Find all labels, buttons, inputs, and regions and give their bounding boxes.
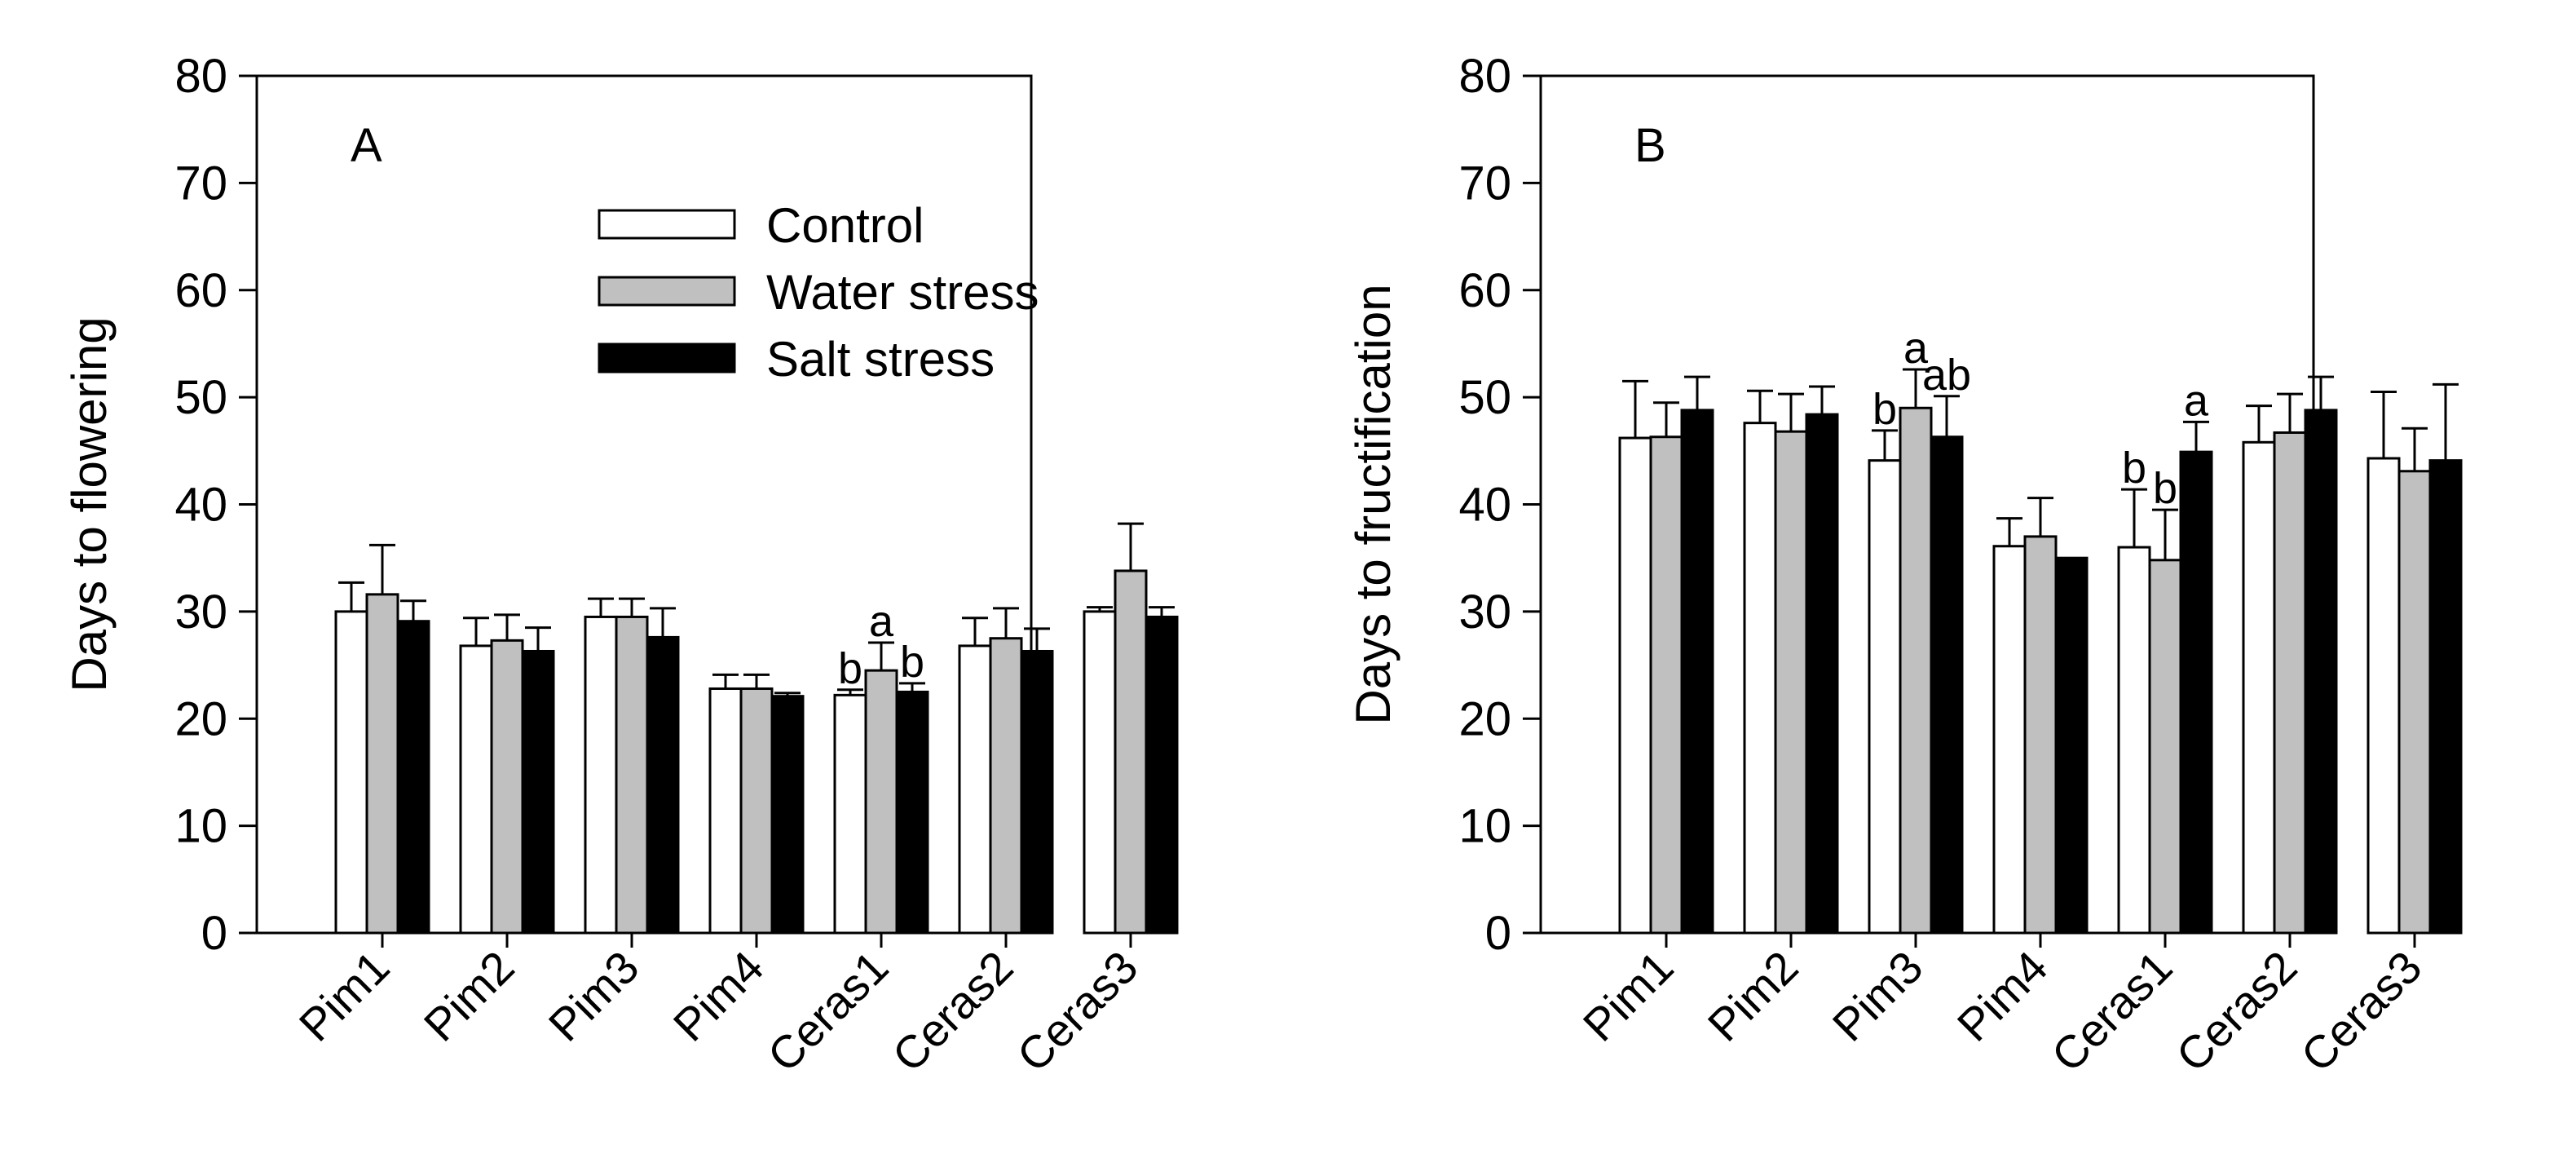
x-tick-label: Ceras1 — [2041, 941, 2181, 1081]
bar — [2179, 450, 2213, 935]
legend-swatch — [598, 209, 736, 240]
significance-label: a — [869, 597, 894, 646]
significance-label: ab — [1922, 351, 1971, 400]
y-tick-label: 70 — [174, 157, 227, 210]
significance-label: a — [2184, 376, 2209, 425]
bar — [1114, 569, 1148, 935]
y-tick-label: 20 — [1458, 692, 1511, 745]
bar — [490, 639, 524, 935]
x-tick-label: Pim3 — [539, 941, 649, 1051]
bar — [2304, 409, 2338, 935]
x-tick-label: Ceras3 — [1007, 941, 1147, 1081]
x-tick-label: Pim1 — [1573, 941, 1683, 1051]
x-tick-label: Ceras2 — [2166, 941, 2306, 1081]
bar — [2273, 431, 2307, 935]
bar — [770, 695, 805, 935]
bar — [1743, 422, 1777, 935]
legend-swatch — [598, 343, 736, 374]
bar — [396, 620, 430, 935]
legend-label: Control — [766, 198, 924, 253]
bar — [2148, 559, 2182, 935]
bar — [1020, 649, 1054, 935]
bar — [708, 687, 743, 935]
panel-label: A — [351, 119, 382, 172]
significance-label: b — [2122, 444, 2146, 493]
bar — [584, 615, 618, 935]
y-tick-label: 10 — [174, 800, 227, 853]
bar — [1774, 430, 1808, 935]
y-tick-label: 70 — [1458, 157, 1511, 210]
x-tick-label: Pim3 — [1823, 941, 1933, 1051]
bar — [1083, 610, 1117, 935]
bar — [1899, 406, 1933, 935]
bar — [2242, 440, 2276, 935]
bar — [989, 637, 1023, 935]
bar — [2397, 470, 2432, 935]
y-tick-label: 40 — [174, 479, 227, 532]
y-tick-label: 50 — [174, 371, 227, 424]
x-tick-label: Ceras3 — [2291, 941, 2431, 1081]
y-tick-label: 50 — [1458, 371, 1511, 424]
y-tick-label: 30 — [1458, 586, 1511, 639]
significance-label: b — [900, 638, 924, 687]
x-tick-label: Ceras1 — [757, 941, 898, 1081]
y-tick-label: 10 — [1458, 800, 1511, 853]
bar — [2428, 459, 2463, 935]
x-tick-label: Ceras2 — [882, 941, 1022, 1081]
bar — [1992, 545, 2027, 935]
significance-label: b — [1872, 385, 1897, 434]
bar — [1805, 413, 1839, 935]
y-tick-label: 0 — [1485, 907, 1511, 960]
bar — [739, 687, 774, 935]
bar — [1680, 409, 1714, 935]
x-tick-label: Pim4 — [1947, 941, 2058, 1051]
y-tick-label: 30 — [174, 586, 227, 639]
panel-label: B — [1634, 119, 1666, 172]
bar — [2023, 535, 2058, 935]
bar — [646, 635, 680, 935]
y-tick-label: 60 — [174, 264, 227, 317]
bar — [365, 593, 399, 935]
bar — [958, 644, 992, 935]
y-tick-label: 80 — [174, 50, 227, 103]
bar — [615, 615, 649, 935]
bar — [2117, 546, 2151, 935]
bar — [1145, 615, 1179, 935]
y-tick-label: 0 — [201, 907, 227, 960]
y-tick-label: 80 — [1458, 50, 1511, 103]
x-tick-label: Pim1 — [289, 941, 399, 1051]
significance-label: a — [1903, 324, 1929, 373]
x-tick-label: Pim4 — [664, 941, 774, 1051]
legend-swatch — [598, 276, 736, 307]
y-tick-label: 40 — [1458, 479, 1511, 532]
significance-label: b — [2153, 464, 2177, 513]
bar — [1868, 459, 1902, 935]
y-axis-title: Days to fructification — [1346, 284, 1400, 724]
y-tick-label: 20 — [174, 692, 227, 745]
legend-label: Water stress — [766, 265, 1039, 320]
x-tick-label: Pim2 — [1698, 941, 1808, 1051]
x-tick-label: Pim2 — [414, 941, 524, 1051]
bar — [521, 649, 555, 935]
bar — [2054, 556, 2089, 935]
bar — [833, 693, 867, 935]
bar — [1930, 435, 1964, 935]
bar — [2366, 457, 2401, 935]
bar — [1618, 436, 1652, 935]
bar — [1649, 435, 1683, 935]
significance-label: b — [838, 644, 862, 693]
legend-label: Salt stress — [766, 332, 995, 387]
bar — [334, 610, 368, 935]
bar — [459, 644, 493, 935]
bar — [895, 690, 929, 935]
bar — [864, 669, 898, 935]
legend: Control Water stress Salt stress — [598, 198, 1039, 387]
y-axis-title: Days to flowering — [62, 316, 117, 692]
y-tick-label: 60 — [1458, 264, 1511, 317]
